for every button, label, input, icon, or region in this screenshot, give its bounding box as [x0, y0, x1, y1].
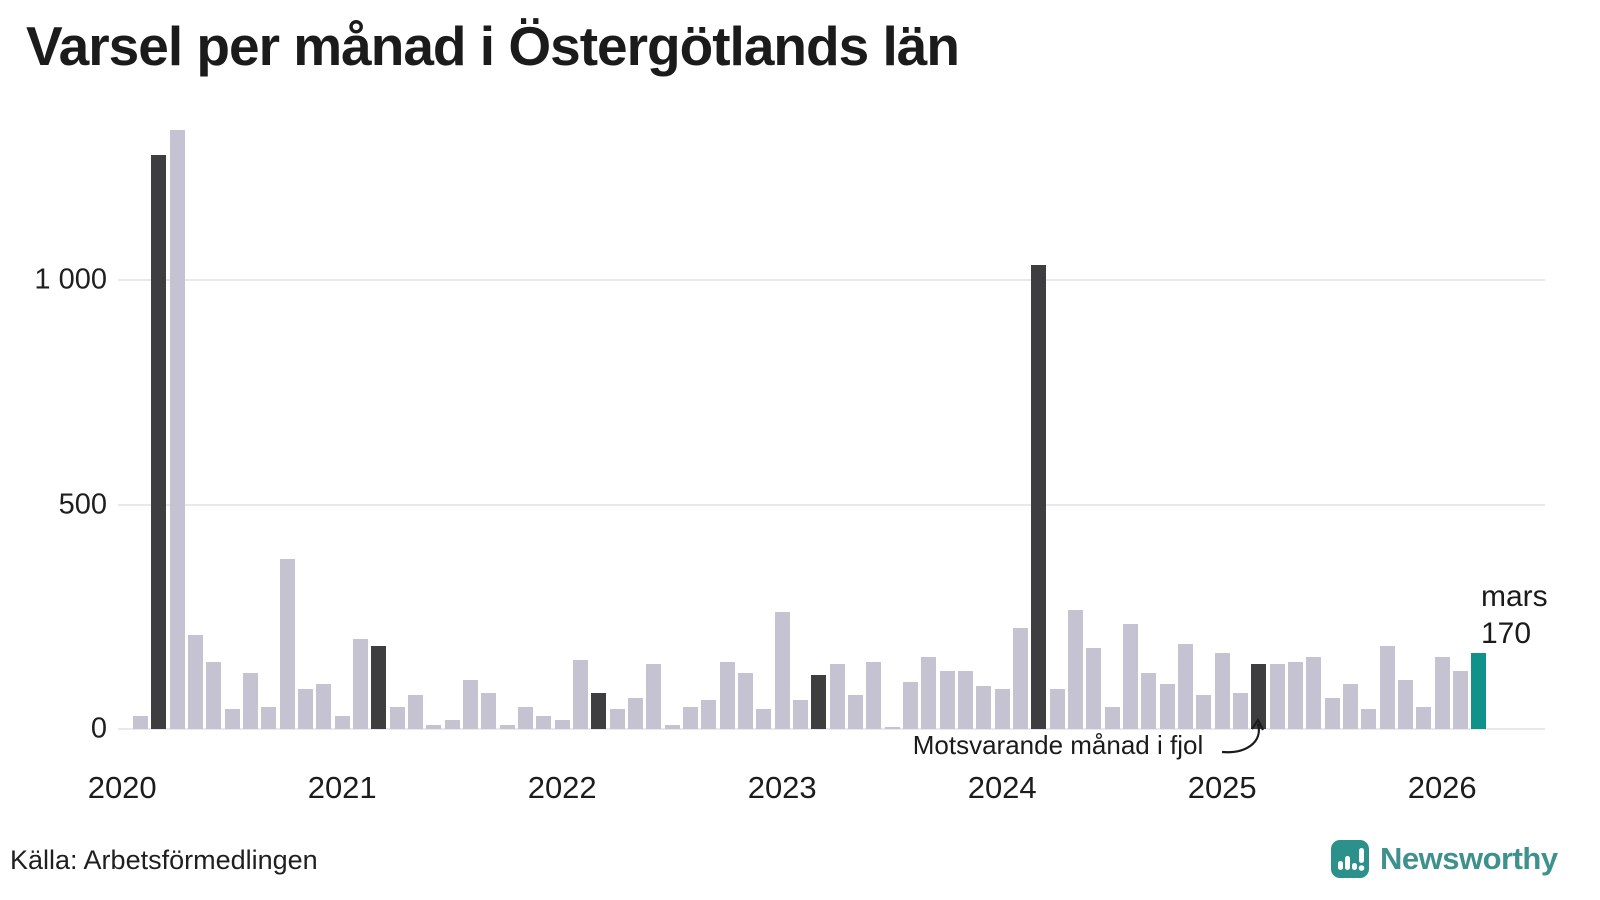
x-axis-tick-2021: 2021 — [307, 770, 377, 805]
bar-2021-04 — [389, 706, 405, 729]
bar-2023-02 — [793, 699, 808, 729]
bar-2020-07 — [224, 708, 240, 729]
bar-2020-05 — [188, 634, 203, 729]
bar-2025-09 — [1361, 708, 1377, 729]
source-note: Källa: Arbetsförmedlingen — [10, 845, 318, 875]
bar-2023-08 — [903, 681, 918, 729]
bar-2023-07 — [884, 726, 900, 729]
annotation-text: Motsvarande månad i fjol — [912, 730, 1204, 760]
bar-2023-11 — [958, 670, 973, 729]
bar-2021-11 — [518, 706, 533, 729]
bar-2021-02 — [353, 639, 368, 729]
x-axis-tick-2020: 2020 — [87, 770, 157, 805]
bar-2024-03 — [1031, 264, 1047, 729]
bar-2020-11 — [298, 688, 313, 729]
bar-2022-08 — [683, 706, 698, 729]
bar-2021-07 — [444, 720, 460, 729]
bar-2025-11 — [1398, 679, 1413, 729]
current-bar-month: mars — [1481, 580, 1548, 613]
bar-2024-06 — [1086, 648, 1102, 729]
y-axis-tick-label: 500 — [58, 488, 107, 521]
bar-2022-06 — [646, 664, 662, 729]
bar-2021-09 — [481, 693, 497, 729]
bar-2025-01 — [1214, 652, 1230, 729]
bar-2023-03 — [811, 675, 827, 729]
x-axis-tick-2023: 2023 — [747, 770, 817, 805]
bar-2024-11 — [1178, 643, 1193, 729]
bar-2024-05 — [1068, 610, 1083, 729]
bar-2021-10 — [499, 724, 515, 729]
bar-2026-01 — [1434, 657, 1450, 729]
newsworthy-wordmark: Newsworthy — [1380, 841, 1558, 876]
bar-2022-09 — [701, 699, 717, 729]
bar-2023-06 — [866, 661, 882, 729]
bar-2025-04 — [1269, 664, 1285, 729]
bar-2024-02 — [1013, 628, 1028, 729]
bar-2025-07 — [1324, 697, 1340, 729]
x-axis-tick-2026: 2026 — [1407, 770, 1477, 805]
bar-2021-08 — [463, 679, 478, 729]
bar-2020-06 — [206, 661, 222, 729]
bar-2020-09 — [261, 706, 277, 729]
bar-2020-02 — [133, 715, 148, 729]
bar-2025-10 — [1379, 646, 1395, 729]
bar-2024-10 — [1159, 684, 1175, 729]
bar-2022-07 — [664, 724, 680, 729]
current-bar-value: 170 — [1481, 617, 1532, 650]
bar-2026-03 — [1471, 652, 1487, 729]
gridline-1000 — [118, 279, 1545, 282]
bar-2021-03 — [371, 646, 387, 729]
x-axis-tick-2022: 2022 — [527, 770, 597, 805]
bar-2022-05 — [628, 697, 643, 729]
current-bar-label: mars 170 — [1481, 578, 1548, 652]
x-axis-tick-2024: 2024 — [967, 770, 1037, 805]
bar-2023-04 — [829, 664, 845, 729]
bar-2026-02 — [1453, 670, 1468, 729]
bar-2024-07 — [1104, 706, 1120, 729]
bar-2023-05 — [848, 695, 863, 729]
bar-2023-01 — [774, 612, 790, 729]
bar-2020-10 — [279, 558, 295, 729]
chart-title: Varsel per månad i Östergötlands län — [26, 15, 960, 77]
bar-2025-12 — [1416, 706, 1432, 729]
bar-2025-03 — [1251, 664, 1267, 729]
bar-2022-03 — [591, 693, 607, 729]
bar-2023-09 — [921, 657, 937, 729]
bar-2025-02 — [1233, 693, 1248, 729]
bar-2021-01 — [334, 715, 350, 729]
bar-2025-05 — [1288, 661, 1303, 729]
bar-2024-09 — [1141, 672, 1157, 729]
bar-2020-03 — [151, 154, 167, 729]
bar-2021-05 — [408, 695, 423, 729]
x-axis-tick-2025: 2025 — [1187, 770, 1257, 805]
bar-2025-08 — [1343, 684, 1358, 729]
bar-2022-12 — [756, 708, 772, 729]
bar-2024-08 — [1123, 623, 1138, 729]
bar-2025-06 — [1306, 657, 1322, 729]
gridline-0 — [118, 728, 1545, 730]
gridline-500 — [118, 503, 1545, 506]
bar-2024-12 — [1196, 695, 1212, 729]
newsworthy-logo: Newsworthy — [1330, 838, 1558, 880]
newsworthy-bar-chart-icon — [1331, 840, 1369, 878]
bar-2022-10 — [719, 661, 735, 729]
bar-2020-04 — [169, 130, 185, 729]
bar-2020-08 — [243, 672, 258, 729]
annotation-arrow — [1221, 717, 1264, 754]
y-axis-tick-label: 1 000 — [34, 263, 107, 296]
bar-2023-10 — [939, 670, 955, 729]
bar-2021-06 — [426, 724, 442, 729]
bar-2022-01 — [554, 720, 570, 729]
bar-2023-12 — [976, 686, 992, 729]
bar-2022-11 — [738, 672, 753, 729]
bar-2022-02 — [573, 659, 588, 729]
y-axis-tick-label: 0 — [90, 712, 107, 745]
bar-2024-04 — [1049, 688, 1065, 729]
bar-2021-12 — [536, 715, 552, 729]
bar-2024-01 — [994, 688, 1010, 729]
bar-2022-04 — [609, 708, 625, 729]
bar-2020-12 — [316, 684, 332, 729]
